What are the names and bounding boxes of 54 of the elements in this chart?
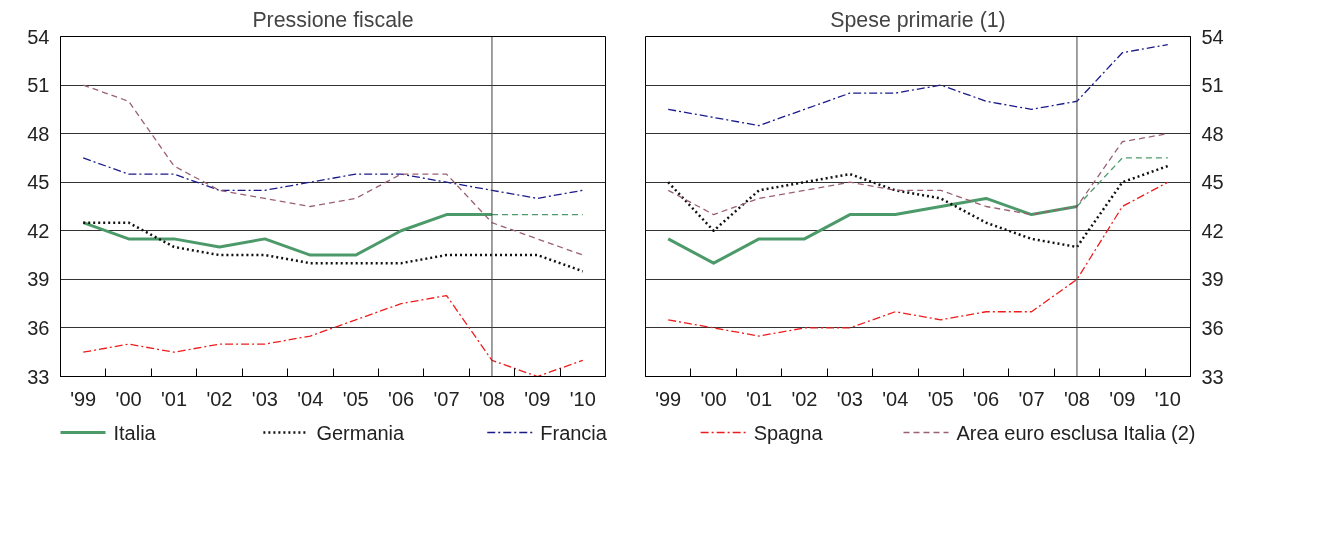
line-series xyxy=(82,84,584,256)
x-tick-label: '99 xyxy=(655,387,682,410)
line-series xyxy=(82,294,584,377)
y-tick-label: 48 xyxy=(1201,122,1224,145)
x-tick-label: '07 xyxy=(433,387,460,410)
x-tick-label: '05 xyxy=(927,387,954,410)
x-tick-label: '07 xyxy=(1018,387,1045,410)
x-tick-label: '04 xyxy=(297,387,324,410)
x-tick-label: '05 xyxy=(342,387,369,410)
line-series xyxy=(81,221,585,273)
y-tick-label: 54 xyxy=(27,25,50,48)
x-tick-label: '00 xyxy=(700,387,727,410)
x-tick-label: '04 xyxy=(882,387,909,410)
line-series xyxy=(666,164,1170,249)
x-tick-label: '09 xyxy=(524,387,551,410)
x-tick-label: '02 xyxy=(791,387,818,410)
y-tick-label: 39 xyxy=(27,268,50,291)
x-tick-label: '02 xyxy=(206,387,233,410)
y-tick-label: 39 xyxy=(1201,268,1224,291)
y-tick-label: 54 xyxy=(1201,25,1224,48)
line-series xyxy=(82,157,584,200)
y-tick-label: 42 xyxy=(1201,219,1224,242)
x-tick-label: '09 xyxy=(1109,387,1136,410)
legend-label: Francia xyxy=(540,421,608,444)
legend-label: Spagna xyxy=(753,421,824,444)
x-tick-label: '03 xyxy=(251,387,278,410)
x-tick-label: '06 xyxy=(388,387,415,410)
chart-title: Pressione fiscale xyxy=(252,7,414,32)
x-tick-label: '00 xyxy=(115,387,142,410)
y-tick-label: 51 xyxy=(1201,74,1224,97)
y-tick-label: 45 xyxy=(1201,171,1224,194)
y-tick-label: 42 xyxy=(27,219,50,242)
y-tick-label: 36 xyxy=(1201,316,1224,339)
x-tick-label: '03 xyxy=(836,387,863,410)
y-tick-label: 48 xyxy=(27,122,50,145)
x-tick-label: '06 xyxy=(973,387,1000,410)
x-tick-label: '08 xyxy=(478,387,505,410)
legend-label: Italia xyxy=(113,421,157,444)
x-tick-label: '08 xyxy=(1063,387,1090,410)
x-tick-label: '01 xyxy=(746,387,773,410)
chart-title: Spese primarie (1) xyxy=(830,7,1006,32)
y-tick-label: 45 xyxy=(27,171,50,194)
y-tick-label: 51 xyxy=(27,74,50,97)
y-tick-label: 33 xyxy=(1201,365,1224,388)
legend-label: Germania xyxy=(316,421,406,444)
x-tick-label: '01 xyxy=(161,387,188,410)
line-series xyxy=(667,181,1169,337)
y-tick-label: 36 xyxy=(27,316,50,339)
x-tick-label: '10 xyxy=(569,387,596,410)
y-tick-label: 33 xyxy=(27,365,50,388)
legend-label: Area euro esclusa Italia (2) xyxy=(956,421,1196,444)
x-tick-label: '99 xyxy=(70,387,97,410)
line-series xyxy=(667,43,1169,127)
x-tick-label: '10 xyxy=(1154,387,1181,410)
